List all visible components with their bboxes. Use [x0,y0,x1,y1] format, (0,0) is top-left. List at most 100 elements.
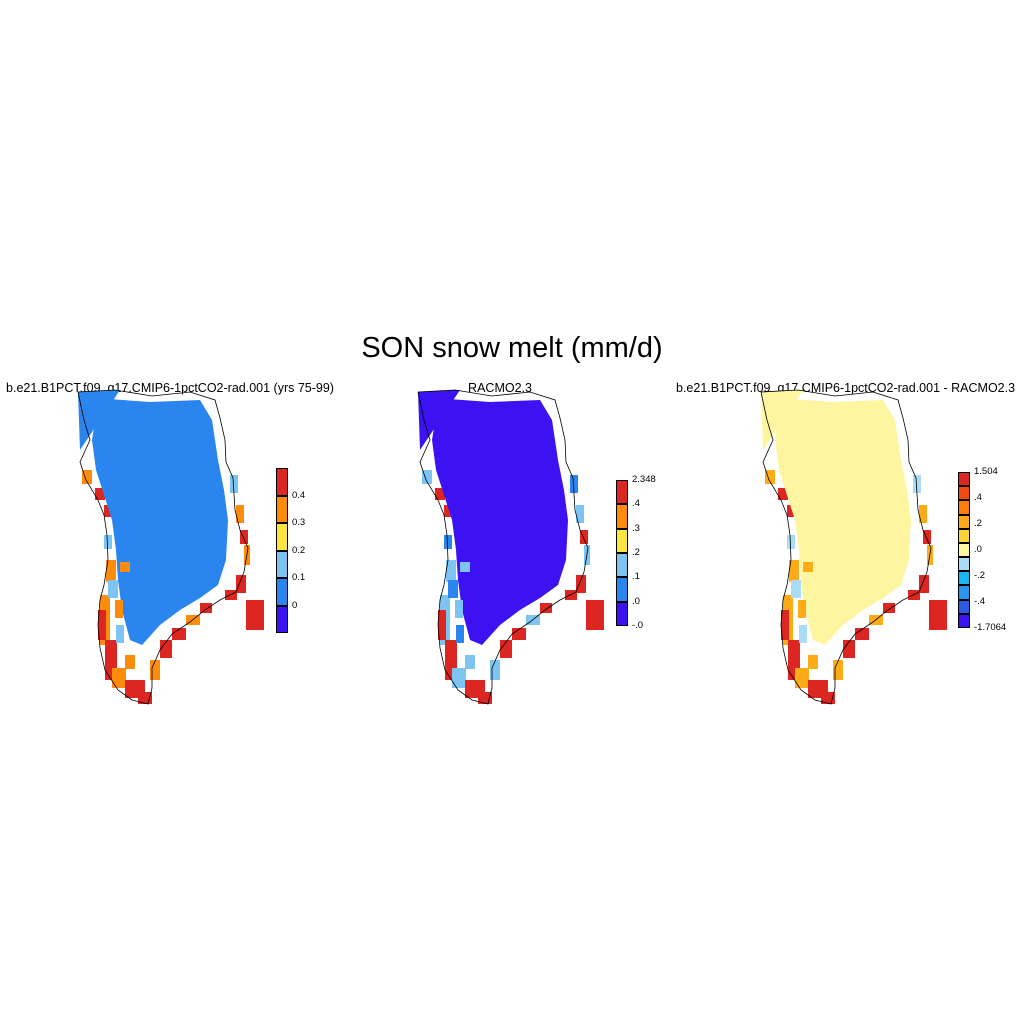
melt-cell [919,505,927,523]
melt-cell [225,590,237,600]
colorbar-segment [276,468,288,496]
colorbar-label: -.4 [974,596,986,607]
colorbar-label: 0 [292,599,298,611]
melt-cell [789,560,799,582]
colorbar-label: .3 [632,522,640,534]
melt-cell [112,668,126,688]
melt-cell [540,603,552,613]
colorbar-segment [958,486,970,501]
colorbar-segment [616,601,628,626]
melt-cell [512,628,526,640]
melt-cell [104,535,112,549]
melt-cell [919,575,929,593]
melt-cell [236,505,244,523]
melt-cell [446,560,456,582]
melt-cell [908,590,920,600]
colorbar-segment [958,599,970,614]
melt-cell [795,668,809,688]
melt-cell [106,560,116,582]
panel-2-map [417,389,604,705]
melt-cell [781,610,789,640]
ice-sheet-body [775,398,911,645]
melt-cell [438,610,446,640]
colorbar-label: .4 [632,498,640,510]
melt-cell [576,505,584,523]
melt-cell [765,470,775,484]
colorbar-label: 0.1 [292,572,306,583]
iceland-fragment [246,600,264,630]
melt-cell [236,575,246,593]
melt-cell [452,668,466,688]
melt-cell [460,562,470,572]
colorbar-segment [616,577,628,602]
panel-1-colorbar: 0 0.1 0.2 0.3 0.4 [276,468,356,633]
colorbar-segment [958,613,970,628]
ice-sheet-body [432,398,568,645]
colorbar-label: .2 [632,547,640,558]
melt-cell [230,475,238,493]
colorbar-label: -.0 [632,620,644,631]
colorbar-label: -1.7064 [974,622,1007,633]
melt-cell [883,603,895,613]
melt-cell [913,475,921,493]
melt-cell [104,505,112,517]
melt-cell [116,625,124,643]
melt-cell [82,470,92,484]
colorbar-segment [616,553,628,578]
figure-title: SON snow melt (mm/d) [361,332,663,364]
colorbar-label: .0 [974,544,982,555]
panel-3-title: b.e21.B1PCT.f09_g17.CMIP6-1pctCO2-rad.00… [676,381,1016,395]
coastline [760,389,932,705]
melt-cell [95,488,105,500]
melt-cell [787,535,795,549]
colorbar-label: 1.504 [974,466,998,477]
melt-cell [833,660,843,680]
melt-cell [115,600,123,618]
melt-cell [855,628,869,640]
colorbar-segment [616,480,628,505]
iceland-fragment [586,600,604,630]
colorbar-segment [958,542,970,558]
melt-cell [422,470,432,484]
colorbar-segment [276,523,288,551]
coastline [417,389,589,705]
melt-cell [465,655,475,669]
colorbar-segment [276,550,288,578]
melt-cell [150,660,160,680]
melt-cell [580,530,588,544]
melt-cell [808,655,818,669]
melt-cell [172,628,186,640]
melt-cell [791,580,801,598]
melt-cell [435,488,445,500]
colorbar-label: 0.2 [292,544,306,556]
colorbar-label: 0.4 [292,489,306,501]
coastline [77,389,249,705]
melt-cell [200,603,212,613]
colorbar-label: .4 [974,492,982,503]
melt-cell [500,640,512,658]
colorbar-label: 0.3 [292,517,306,528]
melt-cell [98,610,106,640]
panel-1-map [77,389,264,705]
melt-cell [803,562,813,572]
colorbar-segment [276,605,288,633]
melt-cell [843,640,855,658]
melt-cell [798,600,806,618]
melt-cell [456,625,464,643]
melt-cell [455,600,463,618]
panel-2-title: RACMO2.3 [468,381,532,395]
iceland-fragment [929,600,947,630]
colorbar-segment [958,571,970,586]
melt-cell [787,505,795,517]
melt-cell [444,505,452,517]
panel-3-colorbar: -1.7064 -.4 -.2 .0 .2 .4 1.504 [958,466,1024,633]
melt-cell [923,530,931,544]
colorbar-label: .0 [632,595,640,607]
colorbar-segment [616,504,628,529]
colorbar-label: .2 [974,518,982,529]
colorbar-segment [958,472,970,487]
colorbar-segment [958,557,970,572]
melt-cell [799,625,807,643]
panel-2-colorbar: -.0 .0 .1 .2 .3 .4 2.348 [616,474,696,631]
